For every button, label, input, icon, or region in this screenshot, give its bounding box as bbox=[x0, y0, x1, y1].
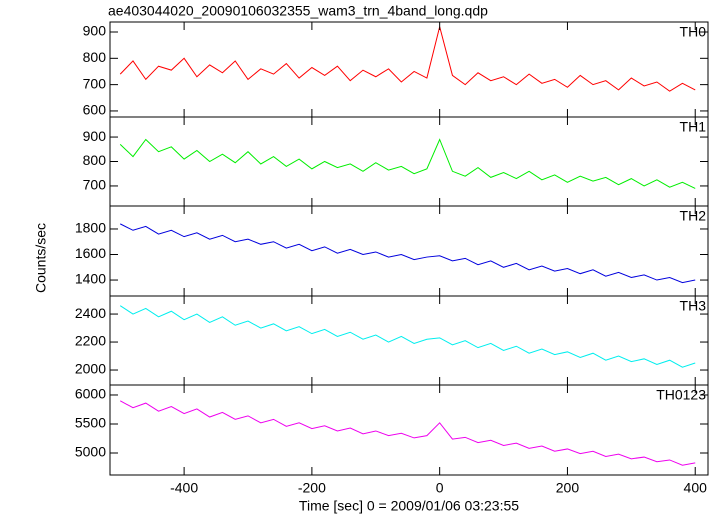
y-axis-label: Counts/sec bbox=[33, 223, 49, 293]
data-line bbox=[119, 138, 696, 189]
panel-frame bbox=[109, 21, 709, 118]
y-tick-label: 800 bbox=[83, 49, 107, 65]
y-tick-label: 1400 bbox=[75, 271, 106, 287]
y-tick-label: 6000 bbox=[75, 386, 106, 402]
y-tick-label: 900 bbox=[83, 128, 107, 144]
y-tick-label: 5000 bbox=[75, 444, 106, 460]
x-axis-label: Time [sec] 0 = 2009/01/06 03:23:55 bbox=[299, 498, 519, 514]
y-tick-label: 900 bbox=[83, 23, 107, 39]
panel-frame bbox=[109, 384, 709, 476]
panel-label: TH2 bbox=[680, 208, 707, 224]
y-tick-label: 5500 bbox=[75, 415, 106, 431]
data-line bbox=[119, 305, 696, 368]
y-tick-label: 700 bbox=[83, 75, 107, 91]
x-tick-label: -400 bbox=[170, 480, 198, 496]
y-tick-label: 2200 bbox=[75, 333, 106, 349]
data-line bbox=[119, 223, 696, 284]
panel-label: TH0 bbox=[680, 24, 707, 40]
data-line bbox=[119, 26, 696, 92]
panel-label: TH1 bbox=[680, 119, 707, 135]
x-tick-label: -200 bbox=[298, 480, 326, 496]
y-tick-label: 2400 bbox=[75, 305, 106, 321]
y-tick-label: 1800 bbox=[75, 220, 106, 236]
panel-label: TH0123 bbox=[656, 387, 706, 403]
panel-label: TH3 bbox=[680, 298, 707, 314]
chart-title: ae403044020_20090106032355_wam3_trn_4ban… bbox=[108, 3, 488, 19]
y-tick-label: 1600 bbox=[75, 245, 106, 261]
x-tick-label: 400 bbox=[684, 480, 708, 496]
y-tick-label: 600 bbox=[83, 102, 107, 118]
panel-frame bbox=[109, 116, 709, 207]
x-tick-label: 200 bbox=[556, 480, 580, 496]
panel-frame bbox=[109, 205, 709, 297]
y-tick-label: 800 bbox=[83, 152, 107, 168]
x-tick-label: 0 bbox=[436, 480, 444, 496]
y-tick-label: 2000 bbox=[75, 361, 106, 377]
data-line bbox=[119, 400, 696, 466]
y-tick-label: 700 bbox=[83, 177, 107, 193]
